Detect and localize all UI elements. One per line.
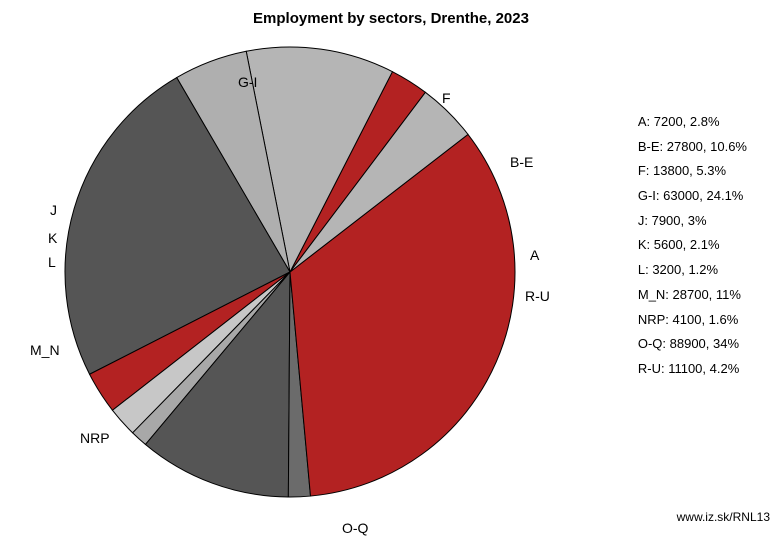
legend-item: NRP: 4100, 1.6% (638, 308, 747, 333)
legend-item: A: 7200, 2.8% (638, 110, 747, 135)
slice-label-mn: M_N (30, 342, 60, 358)
legend-item: L: 3200, 1.2% (638, 258, 747, 283)
legend-item: M_N: 28700, 11% (638, 283, 747, 308)
legend-item: F: 13800, 5.3% (638, 159, 747, 184)
slice-label-ru: R-U (525, 288, 550, 304)
legend-item: G-I: 63000, 24.1% (638, 184, 747, 209)
legend-item: J: 7900, 3% (638, 209, 747, 234)
legend-item: B-E: 27800, 10.6% (638, 135, 747, 160)
slice-label-k: K (48, 230, 57, 246)
legend-item: O-Q: 88900, 34% (638, 332, 747, 357)
legend: A: 7200, 2.8%B-E: 27800, 10.6%F: 13800, … (638, 110, 747, 382)
chart-title: Employment by sectors, Drenthe, 2023 (0, 10, 782, 27)
source-link: www.iz.sk/RNL13 (677, 510, 770, 524)
legend-item: K: 5600, 2.1% (638, 233, 747, 258)
pie-chart: AB-EFG-IJKLM_NNRPO-QR-U (60, 42, 520, 502)
slice-label-nrp: NRP (80, 430, 110, 446)
slice-label-j: J (50, 202, 57, 218)
slice-label-be: B-E (510, 154, 533, 170)
slice-label-l: L (48, 254, 56, 270)
slice-label-a: A (530, 247, 539, 263)
pie-svg (60, 42, 520, 502)
slice-label-gi: G-I (238, 74, 257, 90)
slice-label-f: F (442, 90, 451, 106)
legend-item: R-U: 11100, 4.2% (638, 357, 747, 382)
slice-label-oq: O-Q (342, 520, 368, 536)
